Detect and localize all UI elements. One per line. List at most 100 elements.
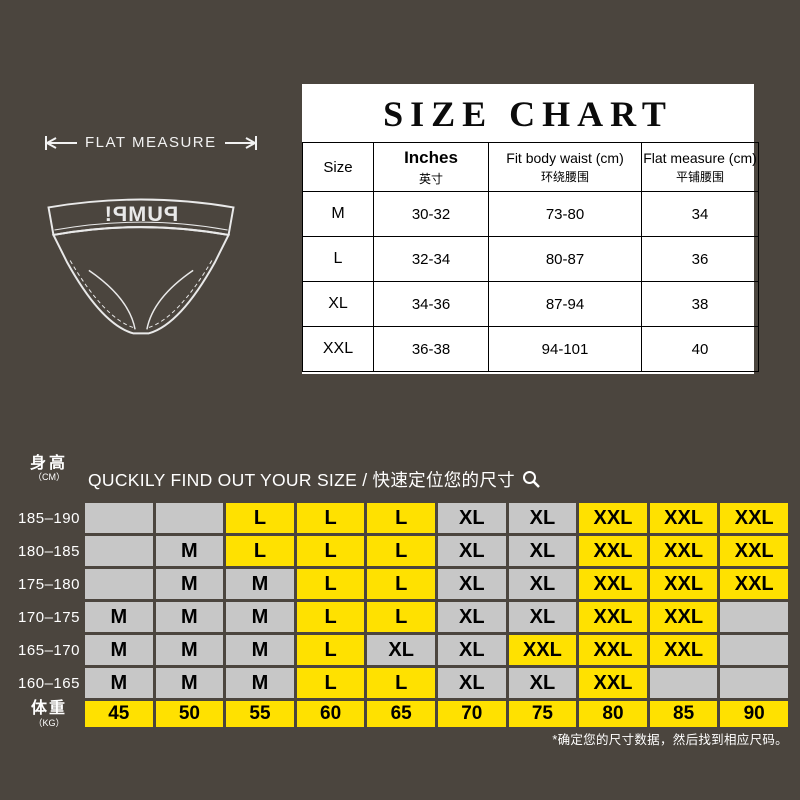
weight-value-cell: 90	[720, 701, 788, 727]
size-cell-xxl: XXL	[579, 569, 647, 599]
height-range-label: 185–190	[18, 509, 80, 527]
size-cell-xxl: XXL	[720, 569, 788, 599]
weight-value-cell: 75	[508, 701, 577, 727]
size-cell-m: M	[155, 602, 224, 632]
pouch-seam-right	[146, 269, 194, 330]
size-cell-l: L	[296, 635, 365, 665]
size-chart-col-header: Inches 英寸	[373, 142, 489, 192]
size-cell-xxl: XXL	[649, 503, 718, 533]
brand-logo-mirrored: PUMP!	[104, 201, 179, 226]
finder-title: QUCKILY FIND OUT YOUR SIZE / 快速定位您的尺寸	[88, 467, 541, 492]
size-cell-xxl: XXL	[720, 536, 788, 566]
weight-label: 体重	[30, 699, 67, 717]
weight-axis-label: 体重 （KG）	[16, 699, 82, 727]
size-chart-panel: SIZE CHART Size Inches 英寸 Fit body waist (c…	[302, 84, 759, 374]
magnifier-icon	[522, 471, 540, 488]
height-range-label: 170–175	[18, 608, 80, 626]
col-header-en: Inches	[404, 147, 458, 167]
size-chart-cell: 34-36	[373, 281, 489, 327]
size-cell-l: L	[296, 602, 365, 632]
size-cell-xl: XL	[367, 635, 435, 665]
weight-value-cell: 50	[155, 701, 224, 727]
size-cell-l: L	[367, 668, 435, 698]
size-cell-xl: XL	[437, 503, 506, 533]
size-chart-header: Size Inches 英寸 Fit body waist (cm) 环绕腰围 Flat …	[302, 142, 759, 192]
size-chart-cell: 38	[641, 281, 759, 327]
size-cell-empty	[649, 668, 718, 698]
size-chart-row: XXL 36-38 94-101 40	[302, 326, 759, 372]
size-chart-cell: 32-34	[373, 236, 489, 282]
size-cell-l: L	[367, 602, 435, 632]
size-cell-xxl: XXL	[579, 668, 647, 698]
size-cell-xl: XL	[437, 668, 506, 698]
size-cell-empty	[720, 635, 788, 665]
size-cell-xl: XL	[508, 503, 577, 533]
size-chart-cell: 40	[641, 326, 759, 372]
size-cell-xl: XL	[437, 602, 506, 632]
size-cell-xxl: XXL	[579, 602, 647, 632]
size-cell-xl: XL	[508, 668, 577, 698]
size-chart-cell: L	[302, 236, 374, 282]
size-cell-l: L	[367, 536, 435, 566]
finder-title-text: QUCKILY FIND OUT YOUR SIZE / 快速定位您的尺寸	[88, 470, 515, 490]
briefs-line-drawing: PUMP!	[47, 198, 235, 335]
col-header-zh: 环绕腰围	[540, 169, 589, 184]
size-cell-empty	[85, 503, 153, 533]
size-cell-m: M	[85, 668, 153, 698]
size-chart-table: Size Inches 英寸 Fit body waist (cm) 环绕腰围 Flat …	[302, 142, 759, 372]
size-chart-cell: XXL	[302, 326, 374, 372]
size-cell-empty	[720, 668, 788, 698]
size-cell-xl: XL	[508, 602, 577, 632]
size-cell-empty	[155, 503, 224, 533]
size-cell-xxl: XXL	[649, 602, 718, 632]
dimension-arrow-left-icon	[44, 135, 77, 150]
size-cell-m: M	[155, 569, 224, 599]
size-cell-m: M	[226, 569, 294, 599]
col-header-zh: 英寸	[418, 171, 443, 186]
weight-value-cell: 45	[85, 701, 153, 727]
size-cell-xxl: XXL	[649, 536, 718, 566]
size-chart-row: M 30-32 73-80 34	[302, 191, 759, 237]
height-unit: （CM）	[33, 471, 65, 482]
weight-value-cell: 70	[437, 701, 506, 727]
height-axis-label: 身高 （CM）	[16, 455, 82, 482]
weight-value-cell: 85	[649, 701, 718, 727]
flat-measure-callout: FLAT MEASURE	[44, 134, 258, 151]
brief-body-outline	[51, 226, 231, 335]
size-cell-empty	[85, 569, 153, 599]
size-chart-cell: XL	[302, 281, 374, 327]
size-cell-xl: XL	[437, 536, 506, 566]
size-cell-l: L	[226, 536, 294, 566]
size-cell-m: M	[155, 635, 224, 665]
dimension-arrow-right-icon	[224, 135, 257, 150]
size-cell-xl: XL	[437, 569, 506, 599]
size-cell-xxl: XXL	[579, 503, 647, 533]
size-chart-body: M 30-32 73-80 34 L 32-34 80-87 36 XL 34-36 87-94 38…	[302, 191, 759, 372]
col-header-en: Fit body waist (cm)	[506, 149, 624, 166]
size-cell-xxl: XXL	[508, 635, 577, 665]
size-cell-empty	[85, 536, 153, 566]
size-cell-l: L	[226, 503, 294, 533]
size-cell-m: M	[155, 536, 224, 566]
col-header-en: Flat measure (cm)	[643, 149, 757, 166]
size-cell-xxl: XXL	[579, 635, 647, 665]
size-chart-cell: 73-80	[488, 191, 642, 237]
size-chart-title: SIZE CHART	[383, 94, 673, 134]
size-cell-l: L	[296, 569, 365, 599]
leg-stitch-left	[69, 260, 134, 328]
size-chart-col-header: Size	[302, 142, 374, 192]
size-cell-xxl: XXL	[579, 536, 647, 566]
size-cell-l: L	[367, 569, 435, 599]
size-chart-cell: 87-94	[488, 281, 642, 327]
size-chart-cell: 36	[641, 236, 759, 282]
flat-measure-label: FLAT MEASURE	[85, 134, 217, 151]
size-cell-xl: XL	[437, 635, 506, 665]
size-cell-m: M	[155, 668, 224, 698]
height-range-label: 160–165	[18, 674, 80, 692]
size-cell-l: L	[296, 536, 365, 566]
size-chart-header-row: Size Inches 英寸 Fit body waist (cm) 环绕腰围 Flat …	[302, 142, 759, 192]
size-chart-cell: 94-101	[488, 326, 642, 372]
height-label: 身高	[29, 455, 68, 472]
size-chart-cell: M	[302, 191, 374, 237]
